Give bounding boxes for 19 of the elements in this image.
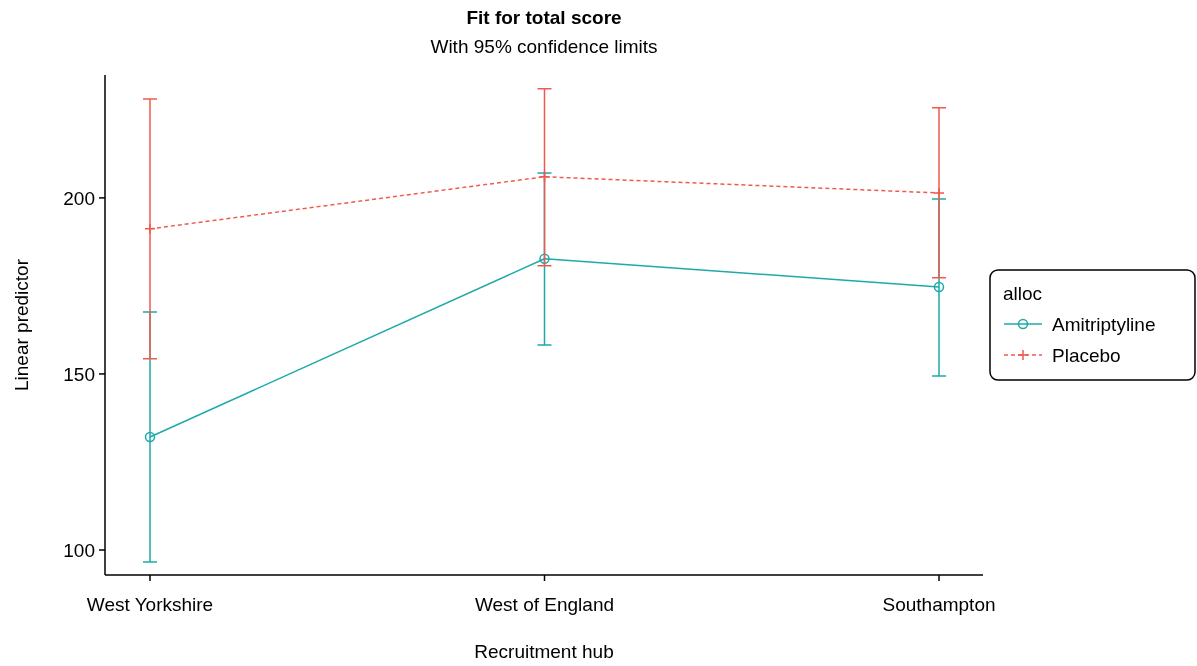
point <box>933 281 945 293</box>
point <box>539 253 550 265</box>
point <box>538 171 551 183</box>
point <box>144 223 156 235</box>
x-tick-label: Southampton <box>882 594 996 615</box>
point <box>933 187 945 199</box>
y-axis-title: Linear predictor <box>11 258 32 392</box>
y-tick-label: 150 <box>63 363 95 385</box>
x-tick-label: West of England <box>474 594 615 615</box>
legend-label: Placebo <box>1052 344 1121 366</box>
chart-subtitle: With 95% confidence limits <box>430 36 658 57</box>
x-axis-title: Recruitment hub <box>474 641 614 662</box>
x-tick-label: West Yorkshire <box>86 594 214 615</box>
y-tick-label: 100 <box>63 539 95 561</box>
y-tick-label: 200 <box>63 187 95 209</box>
legend-label: Amitriptyline <box>1052 313 1156 335</box>
chart-title: Fit for total score <box>466 7 622 28</box>
point <box>144 431 156 443</box>
legend-title: alloc <box>1003 283 1043 304</box>
